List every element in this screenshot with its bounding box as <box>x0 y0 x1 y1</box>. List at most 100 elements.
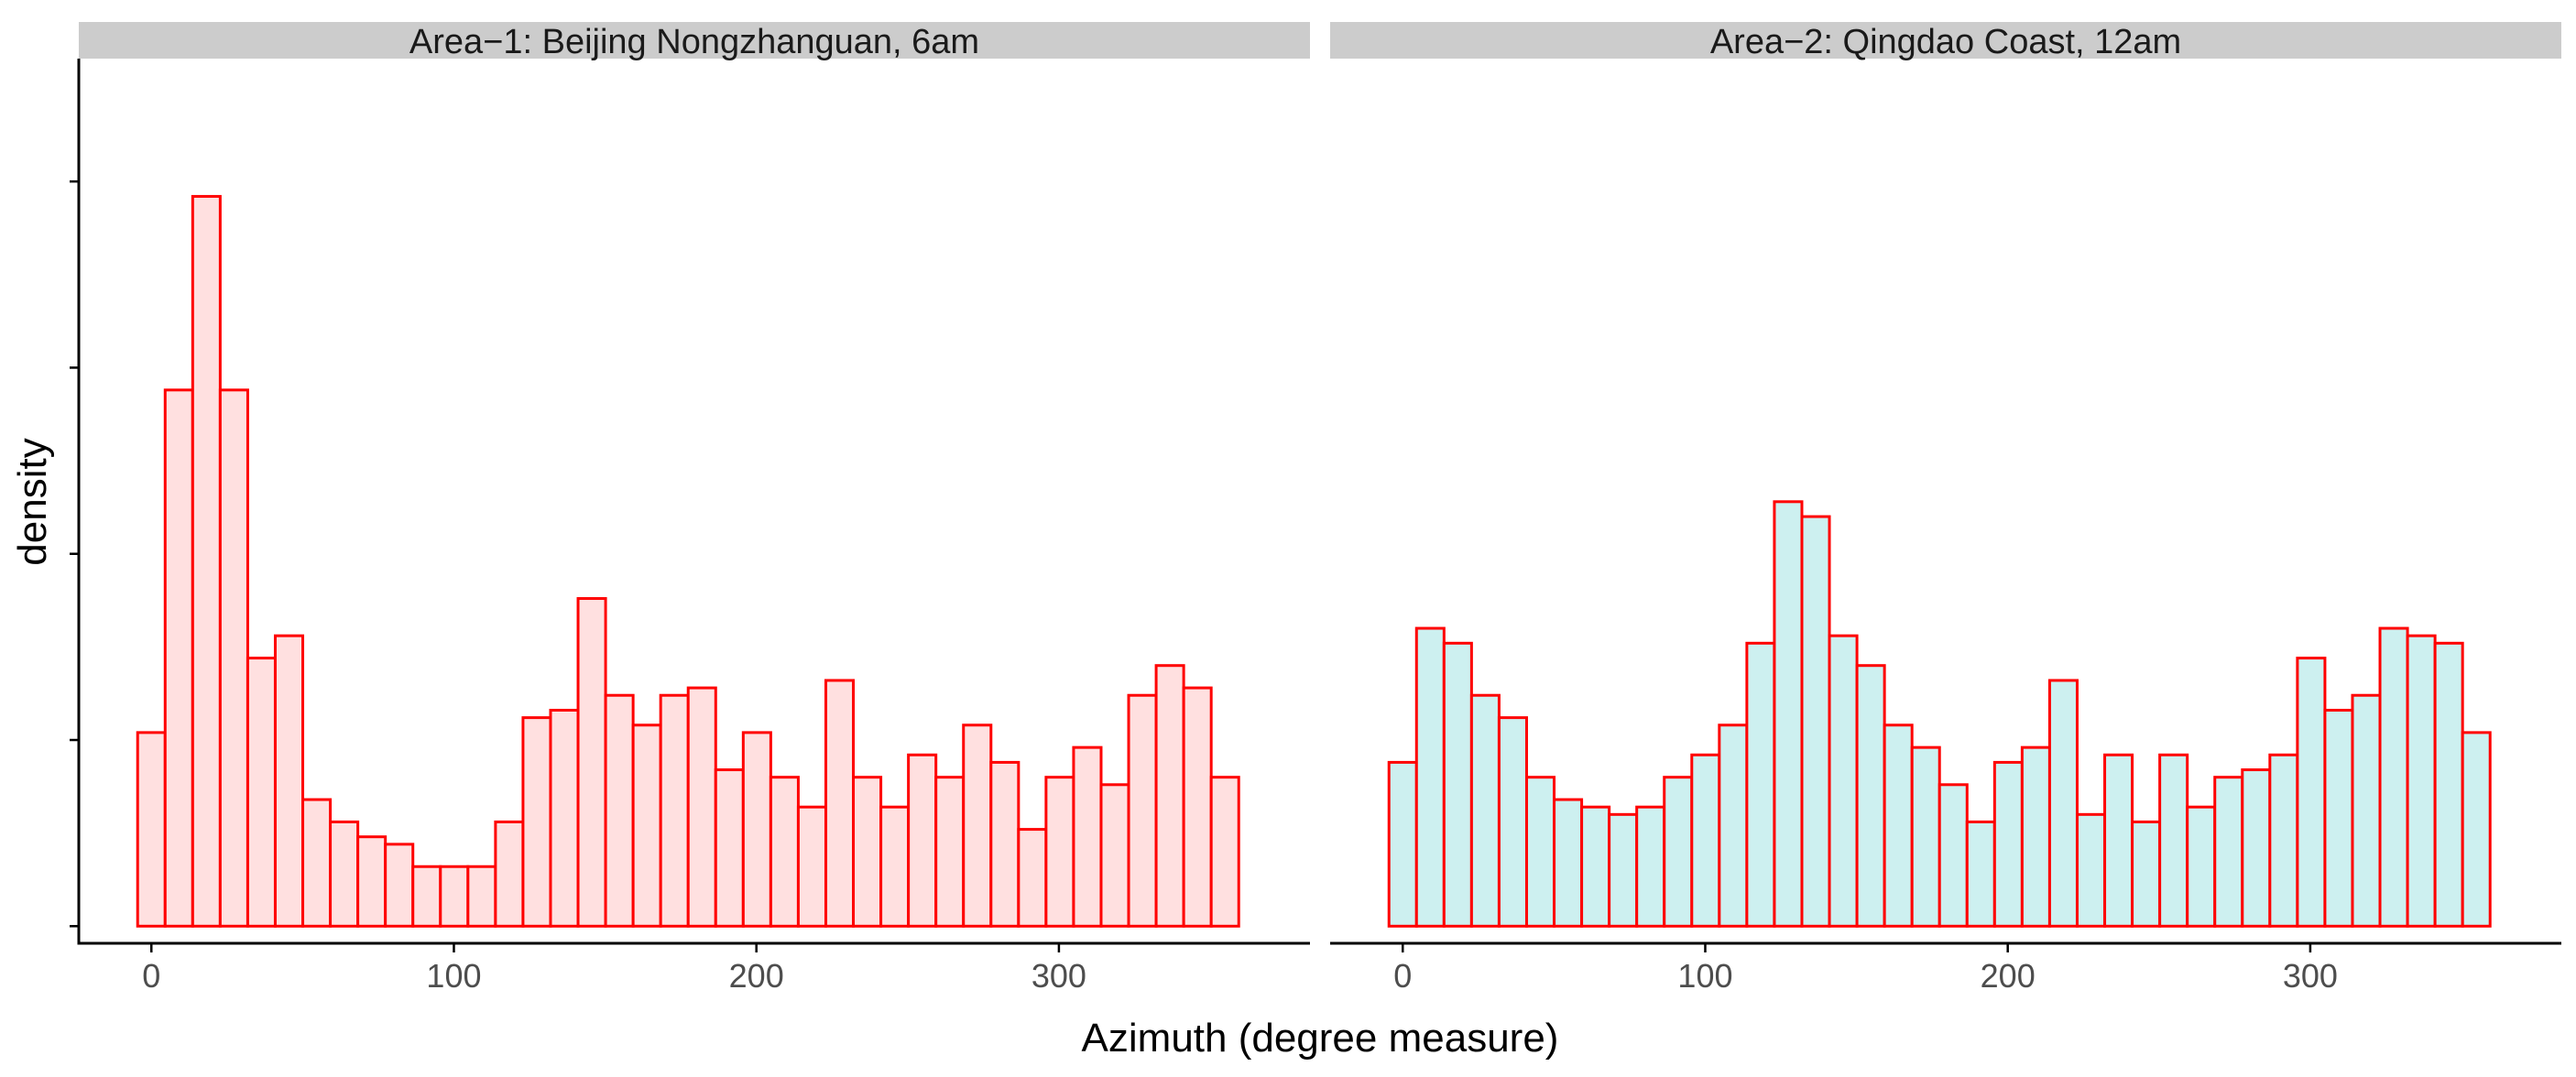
histogram-bar <box>659 693 690 928</box>
x-tick-label: 300 <box>1031 957 1086 995</box>
histogram-bar <box>1663 776 1694 928</box>
histogram-bar <box>411 865 442 928</box>
histogram-bar <box>686 686 717 928</box>
histogram-bar <box>1099 783 1130 928</box>
histogram-bar <box>879 805 911 928</box>
histogram-bar <box>1937 783 1969 928</box>
histogram-bar <box>1690 753 1721 928</box>
histogram-bar <box>521 716 552 928</box>
histogram-bar <box>934 776 966 928</box>
histogram-bar <box>136 731 167 928</box>
panel-area-1: Area−1: Beijing Nongzhanguan, 6am 0 100 20… <box>79 22 1310 995</box>
histogram-bar <box>741 731 772 928</box>
histogram-bar <box>1442 641 1473 928</box>
histogram-bar <box>1209 776 1240 928</box>
histogram-bar <box>1745 641 1776 928</box>
histogram-bar <box>1154 664 1185 928</box>
panel-2-bars <box>1387 500 2492 928</box>
histogram-bar <box>273 634 305 928</box>
histogram-bar <box>1635 805 1666 928</box>
y-axis-title: density <box>10 438 55 565</box>
histogram-bar <box>2213 776 2244 928</box>
histogram-bar <box>2351 693 2382 928</box>
histogram-bar <box>2433 641 2464 928</box>
histogram-bar <box>1524 776 1556 928</box>
histogram-bar <box>2186 805 2217 928</box>
histogram-bar <box>1414 626 1446 928</box>
histogram-bar <box>2461 731 2492 928</box>
histogram-bar <box>1044 776 1075 928</box>
x-tick-label: 0 <box>142 957 160 995</box>
histogram-bar <box>2296 657 2327 928</box>
histogram-bar <box>1992 760 2024 928</box>
panel-1-x-axis: 0 100 200 300 <box>79 941 1310 995</box>
histogram-bar <box>439 865 470 928</box>
panel-2-strip <box>1330 22 2561 59</box>
histogram-bar <box>2378 626 2409 928</box>
histogram-bar <box>163 388 194 928</box>
histogram-bar <box>1017 828 1048 928</box>
histogram-bar <box>549 708 580 928</box>
panel-1-bars <box>136 194 1240 928</box>
histogram-bar <box>1469 693 1501 928</box>
histogram-bar <box>246 657 277 928</box>
histogram-bar <box>191 194 222 928</box>
histogram-bar <box>824 679 856 928</box>
histogram-bar <box>1497 716 1528 928</box>
histogram-bar <box>2158 753 2189 928</box>
histogram-bar <box>218 388 249 928</box>
histogram-bar <box>2103 753 2134 928</box>
histogram-bar <box>852 776 883 928</box>
histogram-bar <box>576 597 607 928</box>
histogram-bar <box>604 693 635 928</box>
histogram-bar <box>494 820 525 928</box>
histogram-bar <box>1855 664 1886 928</box>
histogram-bar <box>2075 812 2107 928</box>
histogram-bar <box>2020 745 2051 928</box>
panel-2-x-axis: 0 100 200 300 <box>1330 941 2561 995</box>
histogram-bar <box>2131 820 2162 928</box>
histogram-bar <box>301 798 333 928</box>
histogram-bar <box>769 776 800 928</box>
histogram-bar <box>1127 693 1158 928</box>
x-tick-label: 300 <box>2283 957 2338 995</box>
panel-1-strip-label: Area−1: Beijing Nongzhanguan, 6am <box>409 23 979 61</box>
histogram-bar <box>1773 500 1804 928</box>
histogram-bar <box>631 723 662 928</box>
histogram-bar <box>2241 768 2272 928</box>
histogram-bar <box>1828 634 1859 928</box>
histogram-bar <box>1718 723 1749 928</box>
x-tick-label: 0 <box>1393 957 1412 995</box>
x-tick-label: 200 <box>729 957 784 995</box>
histogram-bar <box>1910 745 1941 928</box>
panel-2-strip-label: Area−2: Qingdao Coast, 12am <box>1710 23 2181 61</box>
histogram-bar <box>2047 679 2079 928</box>
x-axis-title: Azimuth (degree measure) <box>1082 1016 1559 1061</box>
histogram-bar <box>1580 805 1611 928</box>
histogram-bar <box>1608 812 1639 928</box>
histogram-bar <box>907 753 938 928</box>
histogram-bar <box>329 820 360 928</box>
histogram-bar <box>989 760 1021 928</box>
histogram-bar <box>466 865 497 928</box>
histogram-bar <box>1965 820 1996 928</box>
x-tick-label: 200 <box>1981 957 2036 995</box>
histogram-bar <box>962 723 993 928</box>
histogram-bar <box>356 835 387 928</box>
histogram-bar <box>1182 686 1213 928</box>
histogram-bar <box>1553 798 1584 928</box>
histogram-bar <box>2406 634 2437 928</box>
histogram-bar <box>1800 515 1831 928</box>
histogram-bar <box>1883 723 1914 928</box>
histogram-bar <box>1072 745 1103 928</box>
y-axis <box>70 59 81 945</box>
histogram-bar <box>714 768 745 928</box>
histogram-bar <box>796 805 827 928</box>
histogram-bar <box>384 843 415 928</box>
x-tick-label: 100 <box>426 957 481 995</box>
panel-area-2: Area−2: Qingdao Coast, 12am 0 100 200 300 <box>1330 22 2561 995</box>
x-tick-label: 100 <box>1677 957 1732 995</box>
histogram-bar <box>2323 708 2354 928</box>
histogram-bar <box>1387 760 1418 928</box>
